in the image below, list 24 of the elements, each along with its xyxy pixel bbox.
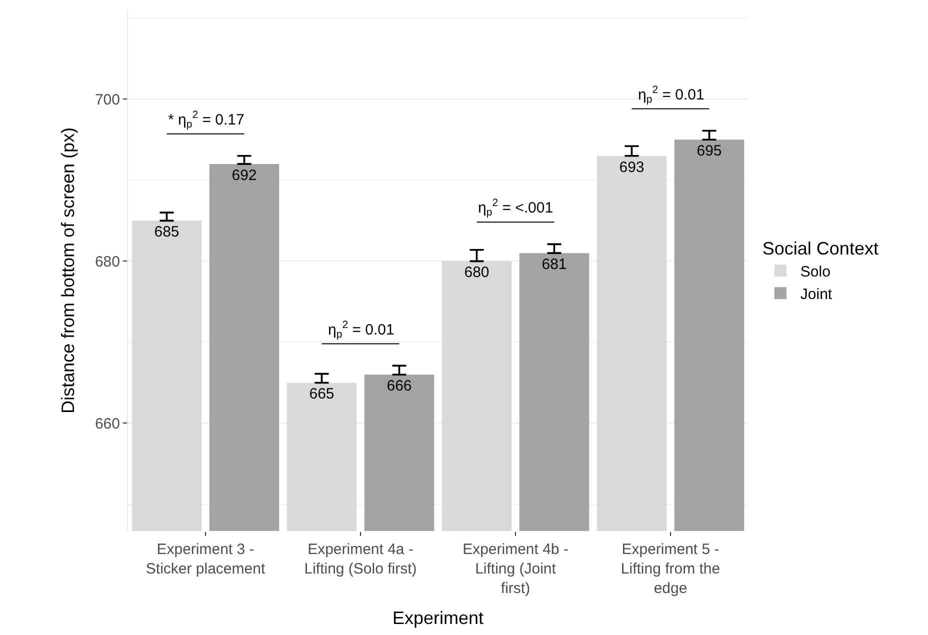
legend-title: Social Context — [762, 238, 878, 258]
x-tick-label: Experiment 3 - Sticker placement — [146, 541, 266, 578]
data-label: 680 — [464, 264, 490, 282]
data-label: 666 — [386, 378, 412, 395]
y-tick-label: 660 — [94, 415, 120, 432]
legend-label: Joint — [800, 286, 833, 303]
data-label: 695 — [696, 142, 722, 160]
data-label: 681 — [542, 256, 567, 274]
y-tick-label: 700 — [94, 91, 120, 108]
annotation: η$_{p}$$^{2}$ = 0.01 — [638, 84, 704, 106]
data-label: 685 — [154, 224, 180, 241]
y-tick-label: 680 — [94, 253, 120, 270]
x-axis-title: Experiment — [392, 608, 484, 628]
x-tick-label: Experiment 4a - Lifting (Solo first) — [304, 541, 417, 578]
data-label: 693 — [619, 158, 644, 176]
x-tick-label: Experiment 5 - Lifting from the edge — [620, 541, 720, 597]
annotation: η$_{p}$$^{2}$ = 0.01 — [328, 319, 394, 340]
x-tick-label: Experiment 4b - Lifting (Joint first) — [462, 541, 568, 597]
data-label: 665 — [309, 386, 334, 403]
y-axis-title: Distance from bottom of screen (px) — [58, 127, 78, 414]
annotation: * η$_{p}$$^{2}$ = 0.17 — [168, 109, 244, 130]
annotation: η$_{p}$$^{2}$ = <.001 — [478, 197, 554, 218]
data-label: 692 — [232, 166, 257, 184]
legend-label: Solo — [800, 264, 830, 280]
